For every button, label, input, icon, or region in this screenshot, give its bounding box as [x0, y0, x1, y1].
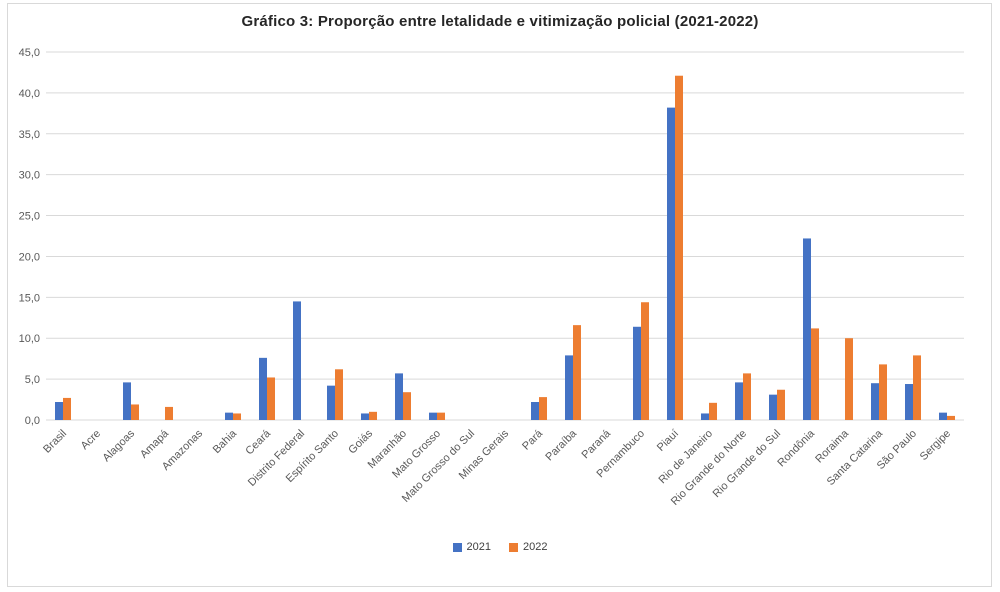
bar-Brasil-2021 — [55, 402, 63, 420]
bar-Mato Grosso-2021 — [429, 412, 437, 420]
bar-Rio de Janeiro-2021 — [701, 413, 709, 420]
bar-Bahia-2022 — [233, 413, 241, 420]
bar-Alagoas-2021 — [123, 382, 131, 420]
bar-Sergipe-2021 — [939, 412, 947, 420]
bar-Pará-2021 — [531, 402, 539, 420]
bar-Ceará-2022 — [267, 377, 275, 420]
bar-Paraíba-2022 — [573, 325, 581, 420]
legend-item-2022: 2022 — [509, 541, 547, 553]
bar-Piauí-2022 — [675, 75, 683, 421]
legend-swatch-2022 — [509, 542, 518, 552]
chart-legend: 2021 2022 — [0, 541, 1000, 553]
bar-Maranhão-2021 — [395, 373, 403, 420]
bar-Piauí-2021 — [667, 107, 675, 420]
x-category-label: Pará — [520, 427, 546, 453]
bar-Bahia-2021 — [225, 412, 233, 420]
x-category-label: Paraíba — [543, 427, 579, 463]
legend-item-2021: 2021 — [452, 541, 491, 553]
y-tick-label: 40,0 — [19, 88, 40, 100]
x-category-label: Amapá — [138, 427, 172, 461]
bar-São Paulo-2022 — [913, 355, 921, 420]
bar-Distrito Federal-2021 — [293, 301, 301, 420]
bar-Rio Grande do Sul-2022 — [777, 389, 785, 420]
y-tick-label: 30,0 — [19, 170, 40, 182]
x-category-label: Piauí — [655, 428, 681, 454]
chart-frame — [7, 3, 992, 587]
y-tick-label: 35,0 — [19, 129, 40, 141]
x-category-label: Rondônia — [775, 427, 817, 469]
bar-Santa Catarina-2021 — [871, 383, 879, 420]
bar-São Paulo-2021 — [905, 384, 913, 420]
bar-Rio Grande do Norte-2021 — [735, 382, 743, 420]
bar-Mato Grosso-2022 — [437, 412, 445, 420]
bar-Pernambuco-2021 — [633, 326, 641, 420]
x-category-label: Bahia — [211, 427, 240, 456]
bar-Alagoas-2022 — [131, 404, 139, 420]
bar-Maranhão-2022 — [403, 392, 411, 420]
bar-Espírito Santo-2022 — [335, 369, 343, 420]
y-tick-label: 20,0 — [19, 251, 40, 263]
x-category-label: Goiás — [346, 427, 375, 456]
bar-Rondônia-2022 — [811, 328, 819, 420]
bar-Rondônia-2021 — [803, 238, 811, 420]
legend-label-2021: 2021 — [466, 541, 491, 553]
bar-Pernambuco-2022 — [641, 302, 649, 420]
bar-Pará-2022 — [539, 397, 547, 420]
x-category-label: Ceará — [243, 427, 273, 457]
bar-Brasil-2022 — [63, 397, 71, 420]
bar-Paraíba-2021 — [565, 355, 573, 420]
x-category-label: Acre — [79, 428, 103, 452]
y-tick-label: 5,0 — [25, 374, 40, 386]
x-category-label: Sergipe — [918, 428, 953, 463]
bar-Ceará-2021 — [259, 357, 267, 420]
bar-Rio Grande do Norte-2022 — [743, 373, 751, 420]
legend-label-2022: 2022 — [523, 541, 548, 553]
bar-Goiás-2021 — [361, 413, 369, 420]
bar-Amapá-2022 — [165, 406, 173, 420]
y-tick-label: 0,0 — [25, 415, 40, 427]
x-category-label: Rio Grande do Sul — [711, 428, 783, 500]
x-category-label: Paraná — [580, 427, 614, 461]
y-tick-label: 10,0 — [19, 333, 40, 345]
x-category-label: Alagoas — [101, 427, 138, 464]
bar-Sergipe-2022 — [947, 415, 955, 420]
chart-title: Gráfico 3: Proporção entre letalidade e … — [241, 13, 759, 30]
bar-Rio de Janeiro-2022 — [709, 402, 717, 420]
bar-Roraima-2022 — [845, 338, 853, 420]
legend-swatch-2021 — [452, 542, 462, 552]
y-tick-label: 45,0 — [19, 47, 40, 59]
bar-Goiás-2022 — [369, 411, 377, 420]
bar-Santa Catarina-2022 — [879, 364, 887, 420]
y-tick-label: 25,0 — [19, 211, 40, 223]
bar-Espírito Santo-2021 — [327, 385, 335, 420]
y-tick-label: 15,0 — [19, 292, 40, 304]
x-category-label: Brasil — [41, 428, 69, 456]
bar-Rio Grande do Sul-2021 — [769, 394, 777, 420]
